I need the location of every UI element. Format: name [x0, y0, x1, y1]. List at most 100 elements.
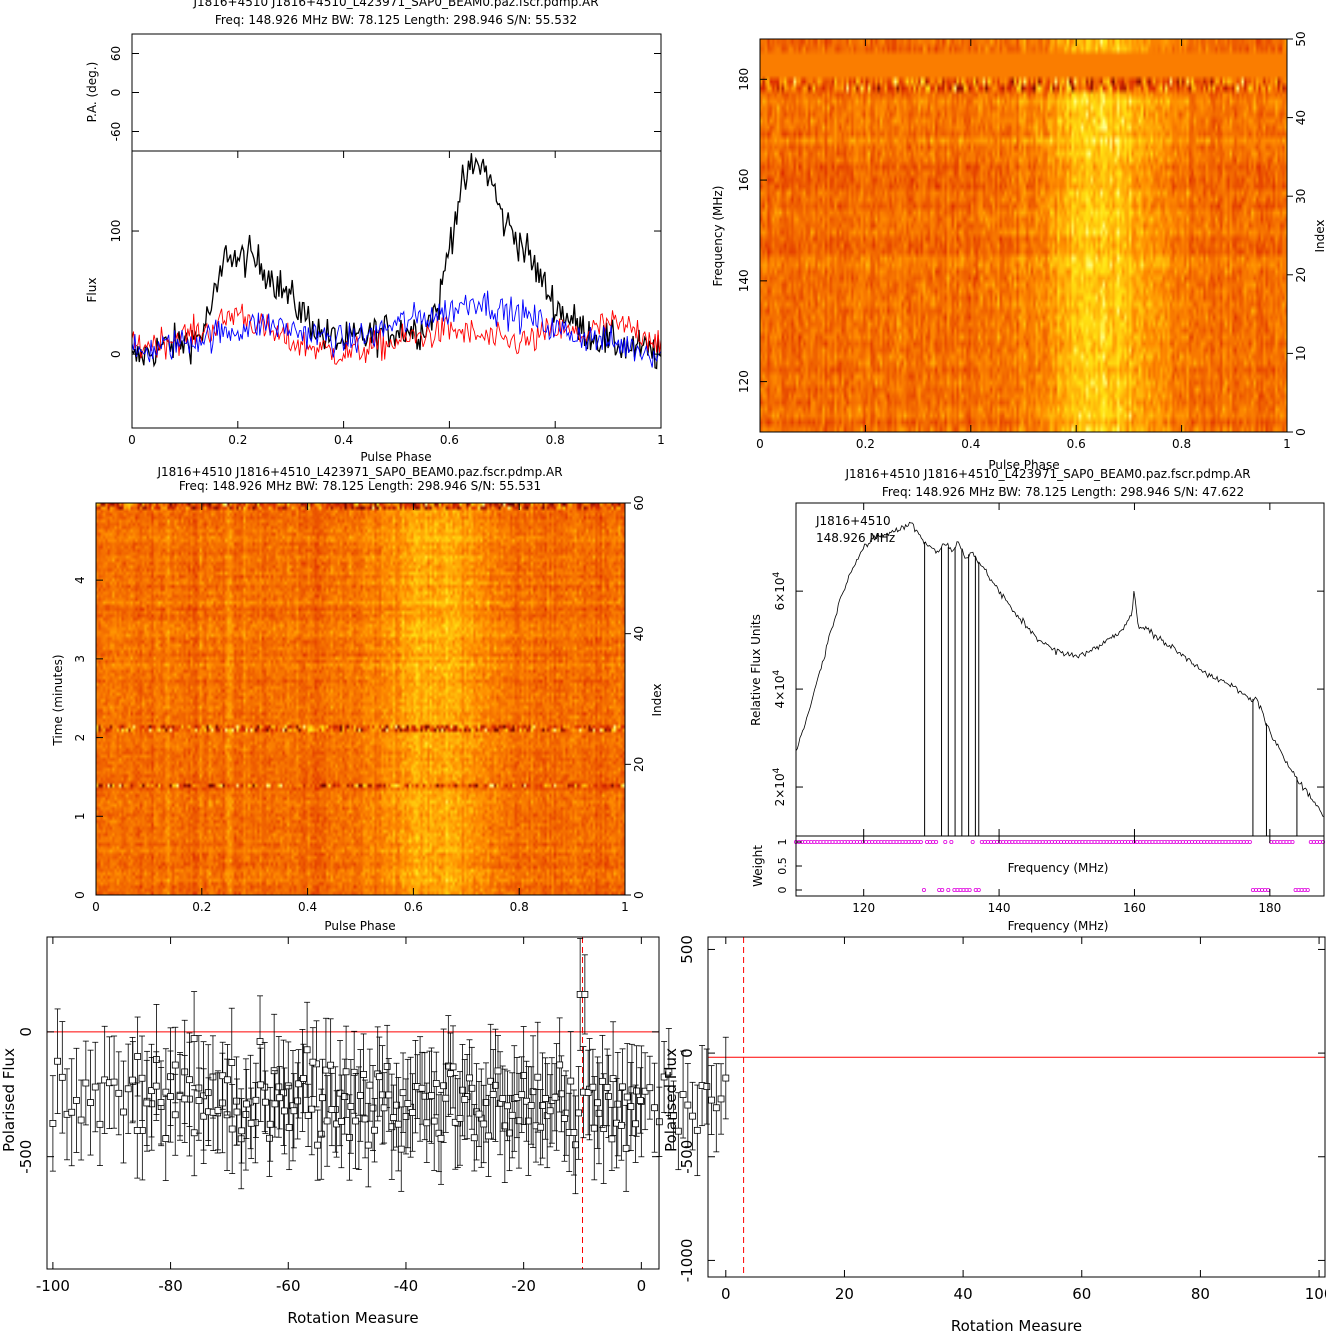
flux-panel-frame — [131, 150, 662, 429]
tick-exponent: 4 — [772, 669, 782, 675]
rm-point — [684, 1101, 692, 1109]
rm-point — [494, 1067, 502, 1075]
rm-point — [556, 1061, 564, 1069]
rm-point — [167, 1093, 174, 1100]
rm-point — [280, 1089, 287, 1097]
x-tick-label: 0 — [128, 433, 136, 447]
rm-point — [546, 1107, 554, 1115]
weight-point — [976, 888, 981, 893]
y-tick-label: 0 — [73, 891, 87, 899]
rm-point — [129, 1076, 136, 1084]
time-phase-frame — [95, 502, 626, 896]
x-tick-label: 1 — [1283, 437, 1291, 451]
rm-point — [238, 1127, 246, 1135]
rm-point — [134, 1053, 142, 1060]
bandpass-frame — [795, 502, 1325, 837]
x-tick-label: 0.2 — [192, 900, 211, 914]
rm-point — [214, 1106, 222, 1114]
rm-point — [651, 1104, 659, 1112]
rm-point — [58, 1073, 66, 1081]
y2-tick-label: 40 — [632, 626, 646, 641]
tick-exponent: 4 — [772, 572, 782, 578]
rm-point — [708, 1096, 715, 1104]
x-tick-label: 20 — [835, 1285, 854, 1303]
x-tick-label: 0.8 — [510, 900, 529, 914]
rm-point — [622, 1144, 630, 1152]
y-tick-label: 160 — [737, 169, 751, 192]
weight-point — [934, 840, 939, 845]
y-tick-label: 0 — [17, 1027, 35, 1037]
flux-axis-label: Flux — [85, 278, 99, 303]
chart-title: J1816+4510 J1816+4510_L423971_SAP0_BEAM0… — [844, 467, 1250, 481]
rm-point — [110, 1078, 118, 1086]
rm-point — [404, 1100, 412, 1107]
rm-point — [432, 1080, 440, 1087]
rm-point — [693, 1126, 701, 1134]
rm-point — [271, 1100, 279, 1108]
rm-point — [598, 1077, 606, 1085]
rm-point — [527, 1102, 535, 1109]
rm-point — [470, 1134, 478, 1142]
rm-point — [447, 1070, 454, 1078]
freq-phase-frame — [759, 38, 1288, 433]
rm-point — [366, 1081, 374, 1089]
rm-point — [304, 1112, 312, 1119]
y-tick-label: 4×104 — [772, 669, 787, 708]
rm-point — [430, 1117, 438, 1125]
freq-phase-heatmap — [760, 39, 1287, 432]
rm-point — [77, 1116, 85, 1124]
rm-point — [660, 1073, 668, 1081]
weight-point — [967, 888, 972, 893]
rm-point — [82, 1079, 90, 1087]
rm-point — [717, 1095, 725, 1103]
weight-point — [940, 888, 945, 893]
weight-point — [946, 888, 951, 893]
rm-point — [350, 1068, 358, 1076]
rm-point — [242, 1111, 250, 1118]
rm-point — [451, 1118, 459, 1126]
rm-point — [200, 1112, 208, 1120]
rm-point — [346, 1134, 353, 1141]
rm-point — [157, 1099, 165, 1106]
rm-point — [428, 1092, 435, 1100]
x-tick-label: 0.2 — [856, 437, 875, 451]
rm-point — [371, 1126, 378, 1134]
weight-point — [949, 840, 954, 845]
rm-point — [284, 1082, 292, 1090]
rm-point — [328, 1106, 336, 1113]
rm-point — [646, 1084, 654, 1092]
weight-panel-xlabel: Frequency (MHz) — [1008, 861, 1109, 875]
rm-point — [489, 1091, 497, 1098]
rm-point — [485, 1132, 492, 1140]
y2-tick-label: 30 — [1294, 189, 1308, 204]
weight-point — [918, 840, 923, 845]
x-tick-label: 1 — [657, 433, 665, 447]
rm-point — [542, 1095, 549, 1102]
rm-point — [233, 1108, 241, 1116]
rm-point — [703, 1083, 711, 1090]
rm-point — [399, 1089, 407, 1097]
y-tick-label: 500 — [678, 935, 696, 964]
rm-point — [461, 1096, 469, 1103]
y-tick-label: 3 — [73, 655, 87, 663]
rm-point — [347, 1103, 355, 1110]
rm-point — [670, 1112, 677, 1119]
x-tick-label: 0.8 — [1172, 437, 1191, 451]
weight-point — [1290, 840, 1295, 845]
y-tick-label: 140 — [737, 269, 751, 292]
rm-point — [608, 1135, 616, 1143]
rm-point — [323, 1117, 331, 1125]
rm-panel-frame — [46, 936, 660, 1270]
tick-mantissa: 4 — [773, 701, 787, 709]
rm-point — [394, 1120, 402, 1128]
rm-point — [499, 1095, 507, 1102]
rm-point — [162, 1135, 170, 1143]
rm-point — [115, 1089, 123, 1097]
y-tick-label: 120 — [737, 370, 751, 393]
rm-point — [228, 1125, 236, 1133]
rm-point — [595, 1109, 603, 1117]
x-axis-label: Pulse Phase — [360, 450, 431, 464]
tick-mantissa: 6 — [773, 603, 787, 611]
rm-point — [508, 1111, 516, 1119]
weight-point — [1247, 840, 1252, 845]
